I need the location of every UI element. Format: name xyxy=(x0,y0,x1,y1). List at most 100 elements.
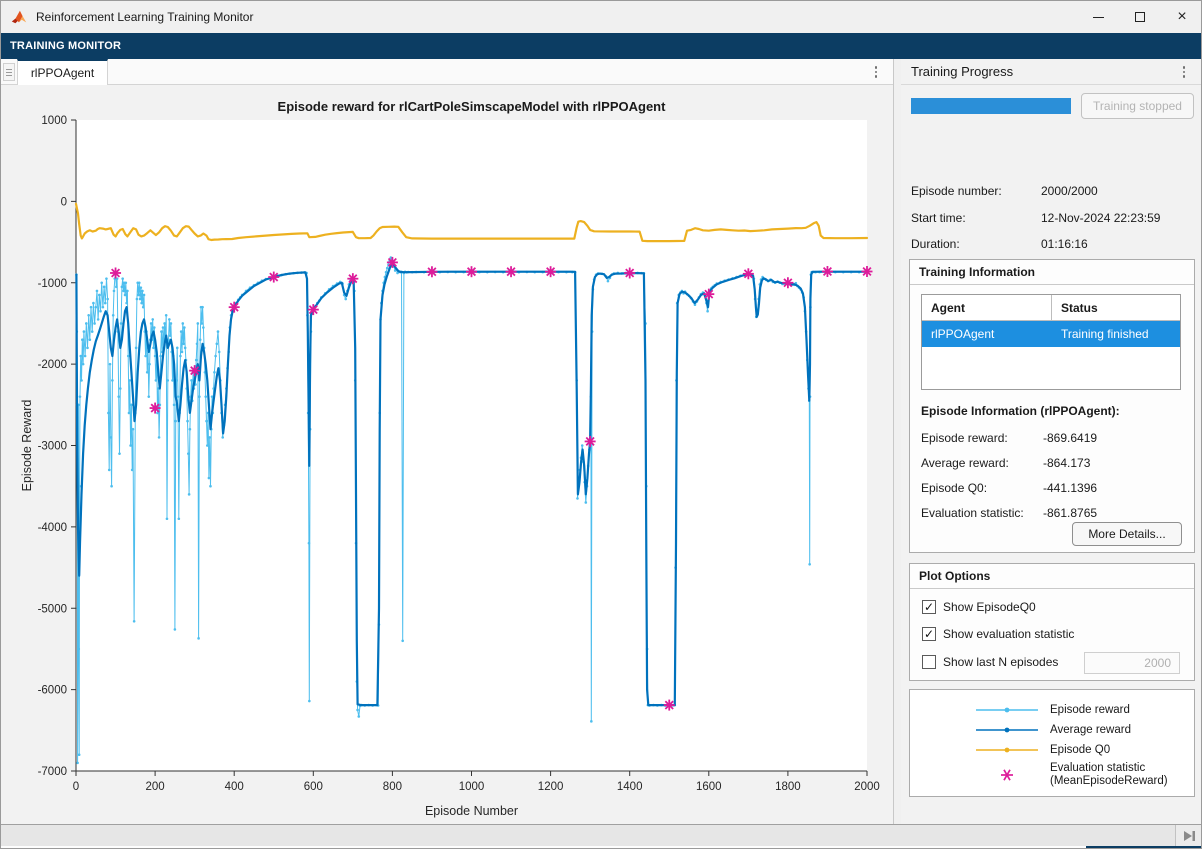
last-n-episodes-input[interactable]: 2000 xyxy=(1084,652,1180,674)
plot-options-box: Plot Options ✓ Show EpisodeQ0 ✓ Show eva… xyxy=(909,563,1195,681)
reward-chart[interactable]: 10000-1000-2000-3000-4000-5000-6000-7000… xyxy=(1,85,893,824)
training-progress-panel: Training Progress Training stopped Episo… xyxy=(901,59,1202,824)
status-bar-right-cell xyxy=(1175,825,1202,846)
status-bar xyxy=(1,824,1202,846)
show-episodeq0-option[interactable]: ✓ Show EpisodeQ0 xyxy=(922,600,1036,614)
training-plot-figure: 10000-1000-2000-3000-4000-5000-6000-7000… xyxy=(1,85,893,824)
ribbon: TRAINING MONITOR xyxy=(1,33,1202,59)
evaluation-statistic-swatch-icon xyxy=(972,762,1042,788)
legend-item-episode-q0: Episode Q0 xyxy=(910,742,1194,758)
skip-to-end-icon[interactable] xyxy=(1183,830,1197,842)
show-last-n-option[interactable]: Show last N episodes xyxy=(922,655,1058,669)
legend-label-episode-reward: Episode reward xyxy=(1050,704,1130,717)
average-reward-swatch-icon xyxy=(972,722,1042,738)
close-button[interactable]: × xyxy=(1161,1,1202,33)
legend-item-evaluation-statistic: Evaluation statistic (MeanEpisodeReward) xyxy=(910,762,1194,788)
tab-training-monitor[interactable]: TRAINING MONITOR xyxy=(1,40,121,52)
average-reward-row: Average reward: -864.173 xyxy=(921,456,1187,470)
table-header-row: Agent Status xyxy=(922,295,1180,321)
agent-column-header[interactable]: Agent xyxy=(922,295,1052,320)
svg-text:800: 800 xyxy=(383,781,402,793)
episode-number-row: Episode number: 2000/2000 xyxy=(911,184,1196,199)
svg-text:0: 0 xyxy=(73,781,79,793)
table-empty-area xyxy=(922,347,1180,389)
duration-value: 01:16:16 xyxy=(1041,237,1193,252)
svg-text:1600: 1600 xyxy=(696,781,722,793)
progress-bar-fill xyxy=(911,98,1071,114)
svg-text:-2000: -2000 xyxy=(38,359,67,371)
show-evaluation-option[interactable]: ✓ Show evaluation statistic xyxy=(922,627,1074,641)
agent-status-table: Agent Status rlPPOAgent Training finishe… xyxy=(921,294,1181,390)
episode-reward-value: -869.6419 xyxy=(1043,431,1097,445)
progress-bar xyxy=(911,98,1071,114)
show-evaluation-checkbox[interactable]: ✓ xyxy=(922,627,936,641)
svg-text:Episode reward for rlCartPoleS: Episode reward for rlCartPoleSimscapeMod… xyxy=(278,99,667,114)
panel-header: Training Progress xyxy=(901,59,1202,85)
tabstrip-menu-icon[interactable] xyxy=(867,62,885,82)
maximize-icon xyxy=(1135,12,1145,22)
close-icon: × xyxy=(1177,8,1186,26)
average-reward-value: -864.173 xyxy=(1043,456,1090,470)
drag-grip-icon[interactable] xyxy=(3,63,15,81)
legend-label-evaluation-statistic: Evaluation statistic (MeanEpisodeReward) xyxy=(1050,762,1168,788)
legend-label-episode-q0: Episode Q0 xyxy=(1050,744,1110,757)
show-last-n-checkbox[interactable] xyxy=(922,655,936,669)
legend-item-average-reward: Average reward xyxy=(910,722,1194,738)
document-pane: rlPPOAgent 10000-1000-2000-3000-4000-500… xyxy=(1,59,894,824)
show-episodeq0-label: Show EpisodeQ0 xyxy=(943,600,1036,614)
episode-q0-label: Episode Q0: xyxy=(921,481,1043,495)
evaluation-statistic-value: -861.8765 xyxy=(1043,506,1097,520)
agent-cell: rlPPOAgent xyxy=(922,321,1052,347)
episode-number-value: 2000/2000 xyxy=(1041,184,1193,199)
average-reward-label: Average reward: xyxy=(921,456,1043,470)
status-column-header[interactable]: Status xyxy=(1052,295,1180,320)
episode-reward-row: Episode reward: -869.6419 xyxy=(921,431,1187,445)
evaluation-statistic-label: Evaluation statistic: xyxy=(921,506,1043,520)
document-tabstrip: rlPPOAgent xyxy=(1,59,893,85)
training-information-box: Training Information Agent Status rlPPOA… xyxy=(909,259,1195,553)
svg-text:1400: 1400 xyxy=(617,781,643,793)
panel-title: Training Progress xyxy=(911,64,1013,79)
svg-text:1200: 1200 xyxy=(538,781,564,793)
app-window: Reinforcement Learning Training Monitor … xyxy=(0,0,1202,849)
chart-legend: Episode reward Average reward Episode Q0… xyxy=(909,689,1195,797)
maximize-button[interactable] xyxy=(1119,1,1161,33)
legend-label-average-reward: Average reward xyxy=(1050,724,1131,737)
start-time-row: Start time: 12-Nov-2024 22:23:59 xyxy=(911,211,1196,226)
window-title: Reinforcement Learning Training Monitor xyxy=(36,10,253,24)
episode-reward-label: Episode reward: xyxy=(921,431,1043,445)
table-row[interactable]: rlPPOAgent Training finished xyxy=(922,321,1180,347)
svg-text:-3000: -3000 xyxy=(38,441,67,453)
episode-reward-swatch-icon xyxy=(972,702,1042,718)
svg-text:-7000: -7000 xyxy=(38,766,67,778)
legend-item-episode-reward: Episode reward xyxy=(910,702,1194,718)
svg-text:-5000: -5000 xyxy=(38,603,67,615)
training-information-title: Training Information xyxy=(910,260,1194,285)
matlab-logo-icon xyxy=(10,8,28,26)
panel-menu-icon[interactable] xyxy=(1175,62,1193,82)
episode-information-title: Episode Information (rlPPOAgent): xyxy=(921,404,1120,418)
tab-rlppoagent[interactable]: rlPPOAgent xyxy=(17,59,108,85)
start-time-value: 12-Nov-2024 22:23:59 xyxy=(1041,211,1193,226)
evaluation-statistic-row: Evaluation statistic: -861.8765 xyxy=(921,506,1187,520)
minimize-icon xyxy=(1093,17,1104,18)
svg-text:1000: 1000 xyxy=(459,781,485,793)
training-stopped-button[interactable]: Training stopped xyxy=(1081,93,1194,119)
window-controls: × xyxy=(1077,1,1202,33)
more-details-button[interactable]: More Details... xyxy=(1072,522,1182,546)
svg-text:1800: 1800 xyxy=(775,781,801,793)
show-episodeq0-checkbox[interactable]: ✓ xyxy=(922,600,936,614)
status-cell: Training finished xyxy=(1052,321,1180,347)
minimize-button[interactable] xyxy=(1077,1,1119,33)
duration-row: Duration: 01:16:16 xyxy=(911,237,1196,252)
episode-q0-swatch-icon xyxy=(972,742,1042,758)
svg-text:Episode Number: Episode Number xyxy=(425,804,518,818)
duration-label: Duration: xyxy=(911,237,1041,252)
episode-q0-value: -441.1396 xyxy=(1043,481,1097,495)
svg-text:Episode Reward: Episode Reward xyxy=(20,400,34,492)
svg-text:400: 400 xyxy=(225,781,244,793)
plot-options-title: Plot Options xyxy=(910,564,1194,589)
episode-number-label: Episode number: xyxy=(911,184,1041,199)
tab-label: rlPPOAgent xyxy=(31,66,94,80)
start-time-label: Start time: xyxy=(911,211,1041,226)
